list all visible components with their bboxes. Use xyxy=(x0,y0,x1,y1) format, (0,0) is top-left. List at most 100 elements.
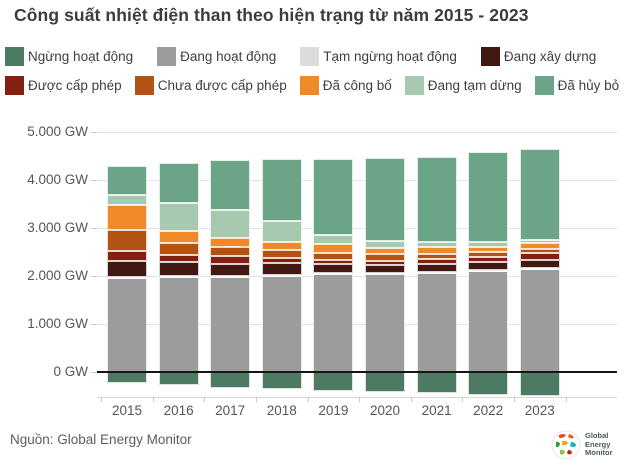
bar-segment[interactable] xyxy=(158,372,199,386)
bar-segment[interactable] xyxy=(313,234,354,245)
bar-segment[interactable] xyxy=(313,264,354,274)
bar-segment[interactable] xyxy=(158,230,199,243)
bar-segment[interactable] xyxy=(468,269,509,272)
bar-segment[interactable] xyxy=(107,278,147,372)
bar-segment[interactable] xyxy=(519,260,560,269)
bar-segment[interactable] xyxy=(519,372,560,397)
legend-swatch-icon xyxy=(300,46,320,66)
bar-segment[interactable] xyxy=(210,247,251,257)
bar-segment[interactable] xyxy=(107,194,147,206)
bar-segment[interactable] xyxy=(519,239,560,244)
bar-segment[interactable] xyxy=(158,162,199,204)
bar-segment[interactable] xyxy=(261,241,302,250)
bar-segment[interactable] xyxy=(313,259,354,265)
bar-segment[interactable] xyxy=(261,220,302,242)
bar-segment[interactable] xyxy=(313,244,354,253)
bar-segment[interactable] xyxy=(416,242,457,248)
bar-segment[interactable] xyxy=(365,254,405,261)
bar-segment[interactable] xyxy=(210,275,251,278)
bar-segment[interactable] xyxy=(468,241,509,247)
x-axis-label: 2017 xyxy=(215,403,246,418)
bar-segment[interactable] xyxy=(416,253,457,259)
bar-segment[interactable] xyxy=(158,203,199,231)
bar-segment[interactable] xyxy=(468,246,509,253)
bar-segment[interactable] xyxy=(158,242,199,255)
bar-segment[interactable] xyxy=(468,270,509,372)
legend-item[interactable]: Đang hoạt động xyxy=(157,46,276,66)
bar-segment[interactable] xyxy=(210,256,251,264)
bar-segment[interactable] xyxy=(210,210,251,239)
bar-segment[interactable] xyxy=(416,247,457,254)
bar-segment[interactable] xyxy=(210,276,251,372)
bar-segment[interactable] xyxy=(261,263,302,275)
bar-segment[interactable] xyxy=(468,152,509,242)
bar-segment[interactable] xyxy=(158,254,199,263)
legend-item[interactable]: Đang xây dựng xyxy=(480,46,596,66)
legend-item[interactable]: Được cấp phép xyxy=(5,75,122,95)
bar-segment[interactable] xyxy=(210,372,251,389)
x-axis-label: 2020 xyxy=(369,403,401,418)
bar-segment[interactable] xyxy=(107,261,147,278)
bar-segment[interactable] xyxy=(261,258,302,264)
bar-segment[interactable] xyxy=(468,262,509,270)
legend-item[interactable]: Đang tạm dừng xyxy=(404,75,522,95)
bar-segment[interactable] xyxy=(107,372,147,384)
bar-segment[interactable] xyxy=(107,251,147,262)
bar-segment[interactable] xyxy=(519,253,560,261)
legend-item[interactable]: Chưa được cấp phép xyxy=(134,75,287,95)
bar-segment[interactable] xyxy=(261,274,302,277)
legend-item[interactable]: Đã công bố xyxy=(299,75,392,95)
bar-segment[interactable] xyxy=(158,262,199,277)
bar-segment[interactable] xyxy=(365,241,405,249)
bar-segment[interactable] xyxy=(261,372,302,390)
bar-segment[interactable] xyxy=(416,264,457,272)
y-axis-label: 0 GW xyxy=(53,364,88,379)
bar-segment[interactable] xyxy=(519,269,560,372)
bar-segment[interactable] xyxy=(261,275,302,372)
bar-segment[interactable] xyxy=(416,272,457,372)
bar-segment[interactable] xyxy=(468,372,509,396)
bar-segment[interactable] xyxy=(468,252,509,257)
bar-segment[interactable] xyxy=(313,158,354,235)
legend-item[interactable]: Ngừng hoạt động xyxy=(5,46,133,66)
legend-swatch-icon xyxy=(299,75,319,95)
bar-segment[interactable] xyxy=(519,249,560,254)
bar-segment[interactable] xyxy=(313,252,354,260)
bar-segment[interactable] xyxy=(416,372,457,394)
bar-segment[interactable] xyxy=(365,272,405,275)
bar-segment[interactable] xyxy=(365,158,405,242)
bar-segment[interactable] xyxy=(416,157,457,243)
bar-segment[interactable] xyxy=(365,273,405,372)
bar-segment[interactable] xyxy=(519,268,560,271)
x-axis-label: 2022 xyxy=(473,403,504,418)
bar-segment[interactable] xyxy=(313,274,354,372)
bar-segment[interactable] xyxy=(519,148,560,240)
legend-swatch-icon xyxy=(404,75,424,95)
legend-item[interactable]: Tạm ngừng hoạt động xyxy=(300,46,457,66)
y-axis-label: 5.000 GW xyxy=(27,124,88,139)
bar-segment[interactable] xyxy=(158,277,199,372)
chart-title: Công suất nhiệt điện than theo hiện trạn… xyxy=(14,5,529,25)
bar-segment[interactable] xyxy=(468,256,509,263)
bar-segment[interactable] xyxy=(210,238,251,248)
legend-item[interactable]: Đã hủy bỏ xyxy=(534,75,619,95)
bar-segment[interactable] xyxy=(107,277,147,280)
bar-segment[interactable] xyxy=(158,276,199,279)
bar-segment[interactable] xyxy=(365,265,405,273)
bar-segment[interactable] xyxy=(107,166,147,195)
bar-segment[interactable] xyxy=(365,260,405,266)
bar-segment[interactable] xyxy=(313,372,354,391)
bar-segment[interactable] xyxy=(365,372,405,392)
bar-segment[interactable] xyxy=(365,248,405,255)
bar-segment[interactable] xyxy=(519,243,560,250)
bar-segment[interactable] xyxy=(107,205,147,230)
bar-segment[interactable] xyxy=(313,273,354,276)
bar-segment[interactable] xyxy=(416,258,457,264)
bar-segment[interactable] xyxy=(210,264,251,276)
bar-segment[interactable] xyxy=(210,160,251,211)
bar-segment[interactable] xyxy=(261,249,302,259)
bar-segment[interactable] xyxy=(107,229,147,252)
bar-segment[interactable] xyxy=(416,271,457,274)
bar-segment[interactable] xyxy=(261,159,302,221)
x-axis-tick xyxy=(101,397,103,402)
